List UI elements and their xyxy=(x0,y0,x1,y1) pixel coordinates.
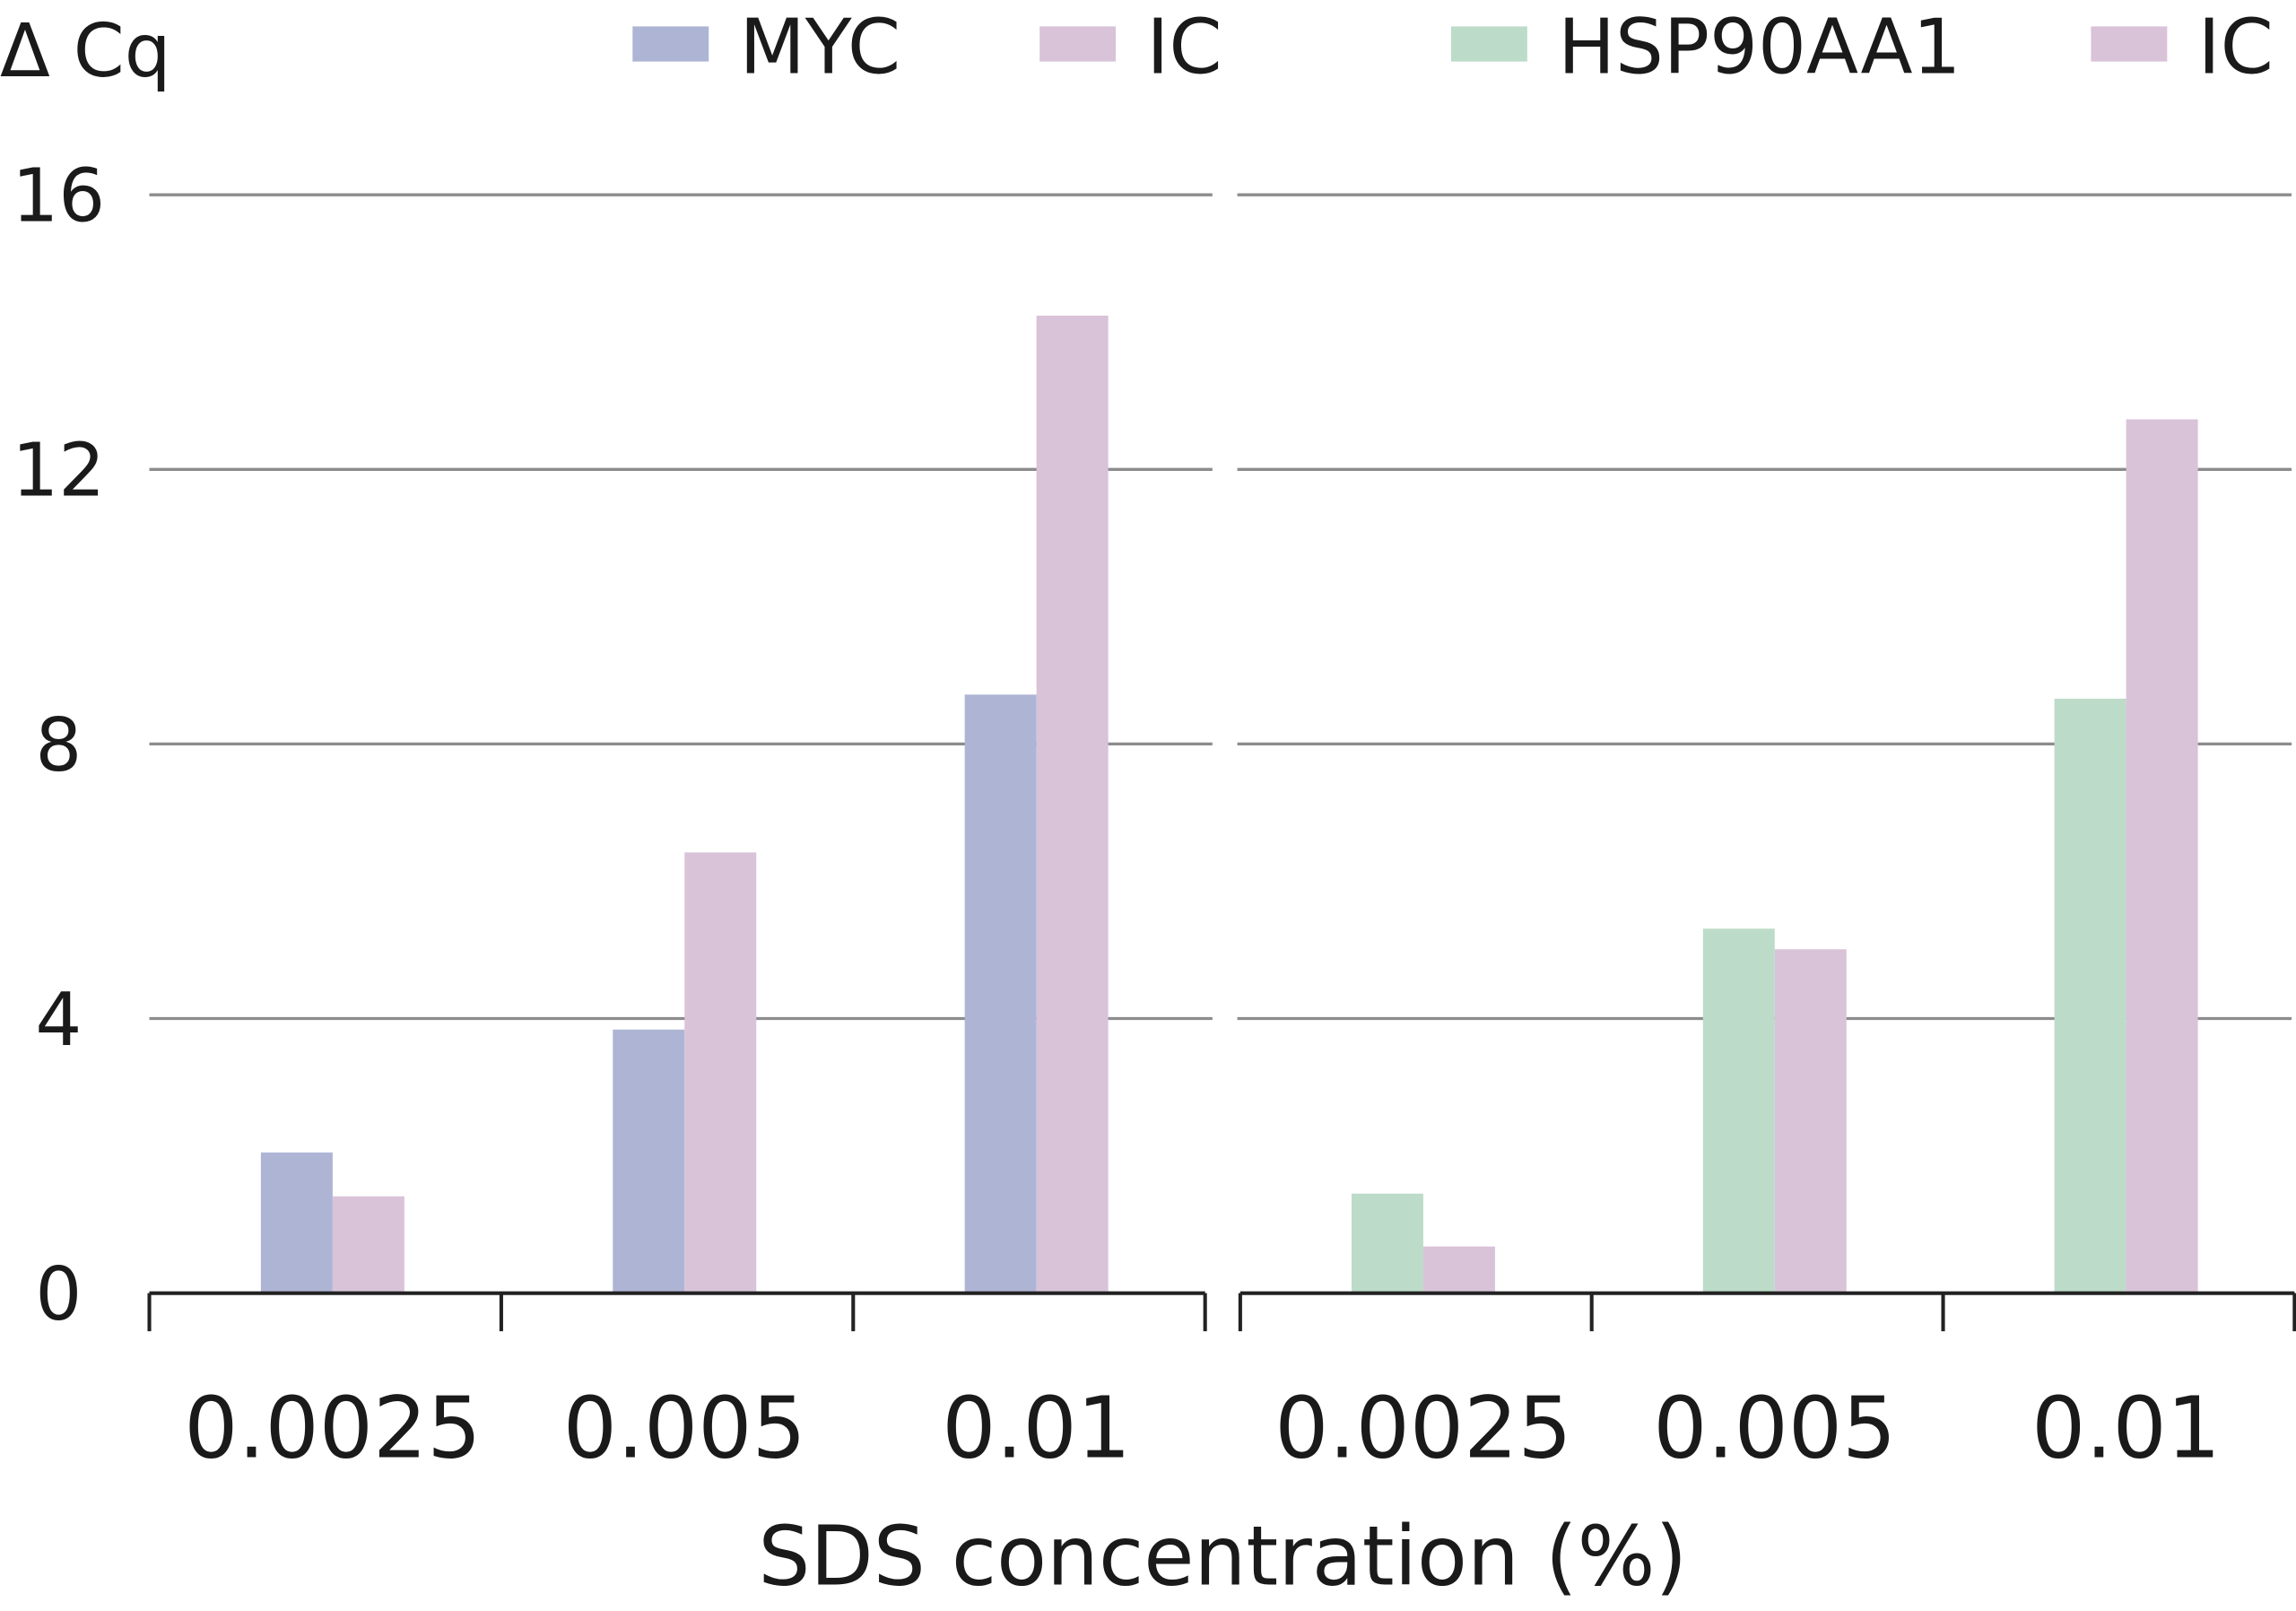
bar-hsp90aa1-0.005 xyxy=(1702,928,1775,1293)
y-tick-label: 0 xyxy=(35,1252,82,1337)
bar-hsp90aa1-0.01 xyxy=(2054,698,2126,1293)
legend-swatch-myc xyxy=(632,26,709,62)
x-tick-label: 0.005 xyxy=(563,1380,806,1478)
legend-label-myc: MYC xyxy=(739,4,900,92)
x-tick-label: 0.0025 xyxy=(184,1380,481,1478)
bar-ic-0.005 xyxy=(1774,949,1847,1293)
legend-swatch-ic xyxy=(1039,26,1117,62)
x-tick-label: 0.005 xyxy=(1653,1380,1896,1478)
y-tick-label: 16 xyxy=(12,154,105,239)
bar-hsp90aa1-0.0025 xyxy=(1351,1193,1423,1293)
y-tick-label: 12 xyxy=(12,429,105,514)
x-tick-label: 0.01 xyxy=(942,1380,1131,1478)
bar-myc-0.01 xyxy=(964,694,1037,1293)
legend-swatch-ic xyxy=(2091,26,2168,62)
x-tick-label: 0.01 xyxy=(2031,1380,2221,1478)
legend-swatch-hsp90aa1 xyxy=(1450,26,1527,62)
x-tick-label: 0.0025 xyxy=(1274,1380,1571,1478)
y-tick-label: 4 xyxy=(35,978,82,1063)
bar-myc-0.0025 xyxy=(260,1152,333,1293)
y-axis-label: Δ Cq xyxy=(0,9,171,94)
legend-label-hsp90aa1: HSP90AA1 xyxy=(1558,4,1961,92)
bar-ic-0.0025 xyxy=(332,1196,404,1293)
bar-ic-0.005 xyxy=(684,852,757,1293)
bar-myc-0.005 xyxy=(613,1029,685,1293)
bar-ic-0.01 xyxy=(1036,315,1109,1293)
bar-ic-0.01 xyxy=(2126,419,2198,1293)
x-axis-label: SDS concentration (%) xyxy=(758,1509,1687,1605)
y-tick-label: 8 xyxy=(35,703,82,788)
legend-label-ic: IC xyxy=(2198,4,2274,92)
legend-label-ic: IC xyxy=(1146,4,1222,92)
bar-ic-0.0025 xyxy=(1422,1246,1495,1293)
